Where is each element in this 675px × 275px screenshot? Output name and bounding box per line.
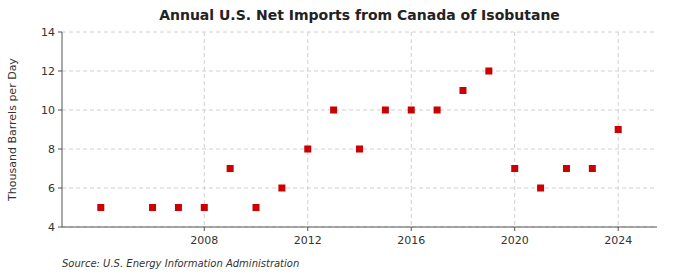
point bbox=[227, 165, 234, 172]
y-grid-line bbox=[62, 227, 657, 228]
point bbox=[485, 68, 492, 75]
point bbox=[201, 204, 208, 211]
title: Annual U.S. Net Imports from Canada of I… bbox=[159, 7, 560, 23]
x-grid-line bbox=[307, 32, 308, 227]
point bbox=[149, 204, 156, 211]
y-axis-line bbox=[62, 32, 63, 227]
point bbox=[304, 146, 311, 153]
point bbox=[434, 107, 441, 114]
point bbox=[589, 165, 596, 172]
y-tick bbox=[58, 188, 62, 189]
x-axis-line bbox=[62, 227, 657, 228]
point bbox=[382, 107, 389, 114]
x-tick bbox=[411, 227, 412, 231]
chart-container: 2008 2012 2016 2020 2024 4 6 8 10 12 14 Thousand Ba… bbox=[0, 0, 675, 275]
y-tick-label: 8 bbox=[48, 143, 55, 156]
point bbox=[459, 87, 466, 94]
annotations: Source: U.S. Energy Information Administ… bbox=[62, 258, 299, 269]
point bbox=[511, 165, 518, 172]
x-tick bbox=[307, 227, 308, 231]
chart: 2008 2012 2016 2020 2024 4 6 8 10 12 14 Thousand Ba… bbox=[0, 0, 675, 275]
y-tick bbox=[58, 71, 62, 72]
x-tick-label: 2012 bbox=[294, 234, 322, 247]
y-tick-label: 4 bbox=[48, 221, 55, 234]
x-grid-line bbox=[514, 32, 515, 227]
source-note: Source: U.S. Energy Information Administ… bbox=[62, 258, 299, 269]
y-grid-line bbox=[62, 188, 657, 189]
point bbox=[408, 107, 415, 114]
point bbox=[537, 185, 544, 192]
x-tick-label: 2020 bbox=[501, 234, 529, 247]
y-tick-label: 6 bbox=[48, 182, 55, 195]
point bbox=[97, 204, 104, 211]
x-tick-label: 2016 bbox=[397, 234, 425, 247]
point bbox=[278, 185, 285, 192]
point bbox=[356, 146, 363, 153]
y-tick bbox=[58, 110, 62, 111]
point bbox=[563, 165, 570, 172]
y-grid-line bbox=[62, 110, 657, 111]
y-grid-line bbox=[62, 32, 657, 33]
x-tick bbox=[514, 227, 515, 231]
x-tick bbox=[204, 227, 205, 231]
y-tick-label: 14 bbox=[41, 26, 55, 39]
y-grid-line bbox=[62, 71, 657, 72]
point bbox=[253, 204, 260, 211]
point bbox=[615, 126, 622, 133]
x-tick-label: 2008 bbox=[190, 234, 218, 247]
x-tick-label: 2024 bbox=[604, 234, 632, 247]
points bbox=[97, 68, 621, 212]
grid bbox=[62, 32, 657, 227]
point bbox=[330, 107, 337, 114]
point bbox=[175, 204, 182, 211]
x-grid-line bbox=[411, 32, 412, 227]
axes: 2008 2012 2016 2020 2024 4 6 8 10 12 14 bbox=[41, 26, 657, 247]
y-tick bbox=[58, 32, 62, 33]
x-grid-line bbox=[204, 32, 205, 227]
y-tick-label: 10 bbox=[41, 104, 55, 117]
y-axis-label: Thousand Barrels per Day bbox=[6, 58, 19, 202]
x-tick bbox=[618, 227, 619, 231]
y-tick bbox=[58, 149, 62, 150]
y-tick bbox=[58, 227, 62, 228]
y-tick-label: 12 bbox=[41, 65, 55, 78]
